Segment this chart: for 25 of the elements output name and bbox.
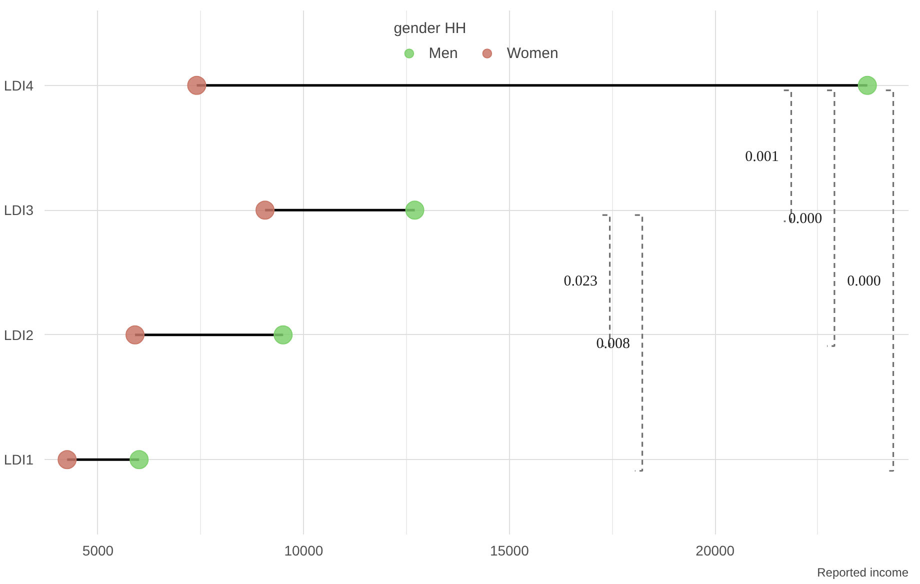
annotation: 0.023	[564, 274, 598, 290]
x-tick-label: 10000	[284, 542, 324, 558]
y-tick-label: LDI4	[4, 77, 34, 94]
point	[858, 76, 877, 95]
point	[274, 325, 293, 344]
y-tick-label: LDI1	[4, 452, 34, 468]
legend-title: gender HH	[394, 20, 468, 37]
x-tick-label: 15000	[490, 542, 530, 558]
annotation: 0.000	[788, 211, 822, 228]
legend-label: Men	[428, 44, 458, 62]
point	[58, 450, 77, 470]
point	[130, 450, 149, 470]
point	[405, 200, 424, 220]
y-tick-label: LDI3	[4, 202, 34, 218]
point	[126, 325, 145, 344]
x-axis-title: Reported income	[817, 566, 909, 580]
legend-label: Women	[506, 44, 558, 62]
annotation: 0.008	[596, 336, 630, 352]
annotation: 0.000	[847, 274, 881, 290]
y-tick-label: LDI2	[4, 326, 34, 343]
x-tick-label: 5000	[82, 542, 114, 558]
annotation: 0.001	[745, 148, 779, 165]
x-tick-label: 20000	[696, 542, 735, 558]
point	[187, 76, 206, 95]
point	[256, 200, 275, 220]
